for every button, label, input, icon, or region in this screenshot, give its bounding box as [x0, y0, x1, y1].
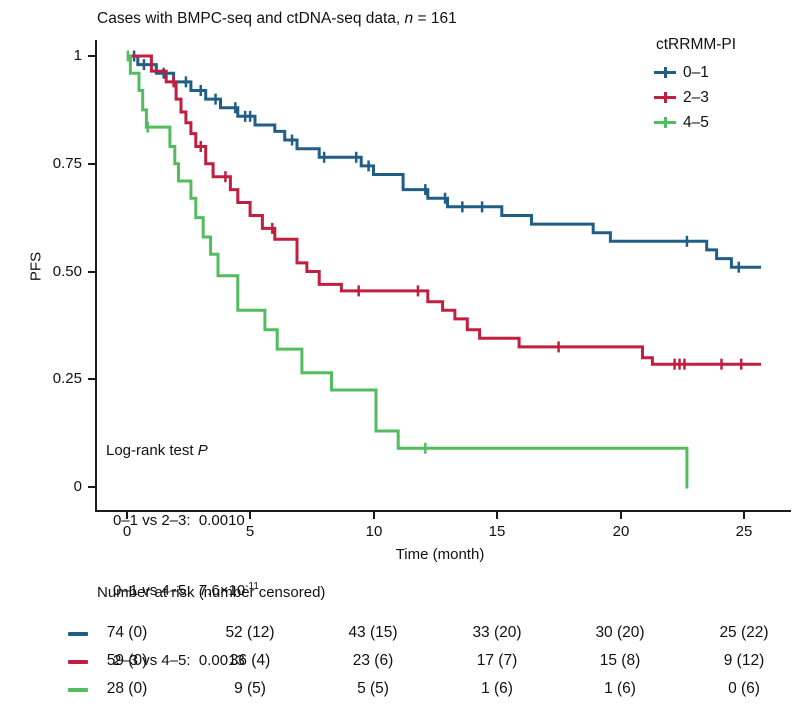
- logrank-line: 0–1 vs 2–3: 0.0010: [106, 506, 259, 532]
- x-tick-label: 25: [735, 523, 753, 540]
- x-tick-label: 5: [245, 523, 255, 540]
- plot-title-suffix: = 161: [413, 10, 457, 27]
- logrank-title-p: P: [197, 442, 208, 459]
- plot-title: Cases with BMPC-seq and ctDNA-seq data, …: [97, 10, 457, 28]
- y-tick: [88, 163, 96, 165]
- risk-table-header: Number at risk (number censored): [97, 584, 326, 601]
- legend-item-label: 2–3: [683, 88, 709, 106]
- legend-line-marker-icon: [654, 66, 676, 79]
- risk-cell: 52 (12): [225, 624, 275, 641]
- y-tick: [88, 486, 96, 488]
- risk-row-group-4-5: 28 (0) 9 (5) 5 (5) 1 (6) 1 (6) 0 (6): [0, 680, 807, 700]
- risk-cell: 17 (7): [476, 652, 518, 669]
- x-tick-label: 20: [612, 523, 630, 540]
- risk-row-dash-icon: [68, 632, 88, 636]
- risk-cell: 30 (20): [595, 624, 645, 641]
- legend-item-label: 4–5: [683, 113, 709, 131]
- plot-title-text: Cases with BMPC-seq and ctDNA-seq data,: [97, 10, 405, 27]
- x-tick: [496, 512, 498, 519]
- legend: ctRRMM-PI 0–1 2–3 4–5: [654, 36, 736, 135]
- x-tick: [126, 512, 128, 519]
- risk-cell: 9 (5): [234, 680, 266, 697]
- y-tick: [88, 271, 96, 273]
- x-axis-title: Time (month): [395, 546, 485, 563]
- legend-item-label: 0–1: [683, 63, 709, 81]
- y-tick-label: 0: [73, 478, 82, 495]
- legend-line-marker-icon: [654, 116, 676, 129]
- y-tick-label: 0.25: [52, 370, 82, 387]
- x-tick: [249, 512, 251, 519]
- y-tick: [88, 378, 96, 380]
- y-tick-label: 0.75: [52, 155, 82, 172]
- y-tick-label: 0.50: [52, 263, 82, 280]
- risk-cell: 1 (6): [481, 680, 513, 697]
- risk-cell: 23 (6): [352, 652, 394, 669]
- logrank-title-text: Log-rank test: [106, 442, 198, 459]
- risk-row-group-2-3: 59 (0) 36 (4) 23 (6) 17 (7) 15 (8) 9 (12…: [0, 652, 807, 672]
- x-tick: [373, 512, 375, 519]
- legend-item-group-2-3: 2–3: [654, 85, 736, 110]
- risk-cell: 28 (0): [106, 680, 148, 697]
- logrank-annotation: Log-rank test P 0–1 vs 2–3: 0.0010 0–1 v…: [106, 396, 259, 712]
- risk-cell: 43 (15): [348, 624, 398, 641]
- logrank-title: Log-rank test P: [106, 440, 259, 462]
- risk-cell: 59 (0): [106, 652, 148, 669]
- y-tick-label: 1: [73, 47, 82, 64]
- logrank-line-text: 0–1 vs 2–3: 0.0010: [113, 512, 245, 529]
- risk-cell: 25 (22): [719, 624, 769, 641]
- logrank-line: 0–1 vs 4–5: 7.6×10-11: [106, 576, 259, 602]
- km-curves-layer: [126, 50, 761, 489]
- y-tick: [88, 55, 96, 57]
- logrank-line-text: 0–1 vs 4–5: 7.6×10: [113, 582, 246, 599]
- logrank-line: 2–3 vs 4–5: 0.0013: [106, 646, 259, 672]
- risk-row-dash-icon: [68, 688, 88, 692]
- plot-title-n: n: [404, 10, 414, 27]
- risk-row-dash-icon: [68, 660, 88, 664]
- y-axis-line: [95, 40, 97, 512]
- legend-item-group-0-1: 0–1: [654, 60, 736, 85]
- risk-cell: 9 (12): [723, 652, 765, 669]
- risk-cell: 5 (5): [357, 680, 389, 697]
- x-axis-line: [95, 510, 791, 512]
- risk-cell: 1 (6): [604, 680, 636, 697]
- legend-title: ctRRMM-PI: [656, 36, 737, 53]
- x-tick: [620, 512, 622, 519]
- legend-line-marker-icon: [654, 91, 676, 104]
- x-tick-label: 15: [488, 523, 506, 540]
- risk-cell: 33 (20): [472, 624, 522, 641]
- x-tick-label: 10: [365, 523, 383, 540]
- risk-cell: 15 (8): [599, 652, 641, 669]
- logrank-line-text: 2–3 vs 4–5: 0.0013: [113, 652, 245, 669]
- risk-cell: 36 (4): [229, 652, 271, 669]
- logrank-line-sup: -11: [245, 581, 259, 592]
- risk-cell: 74 (0): [106, 624, 148, 641]
- x-tick: [743, 512, 745, 519]
- legend-item-group-4-5: 4–5: [654, 110, 736, 135]
- x-tick-label: 0: [122, 523, 132, 540]
- risk-cell: 0 (6): [728, 680, 760, 697]
- risk-row-group-0-1: 74 (0) 52 (12) 43 (15) 33 (20) 30 (20) 2…: [0, 624, 807, 644]
